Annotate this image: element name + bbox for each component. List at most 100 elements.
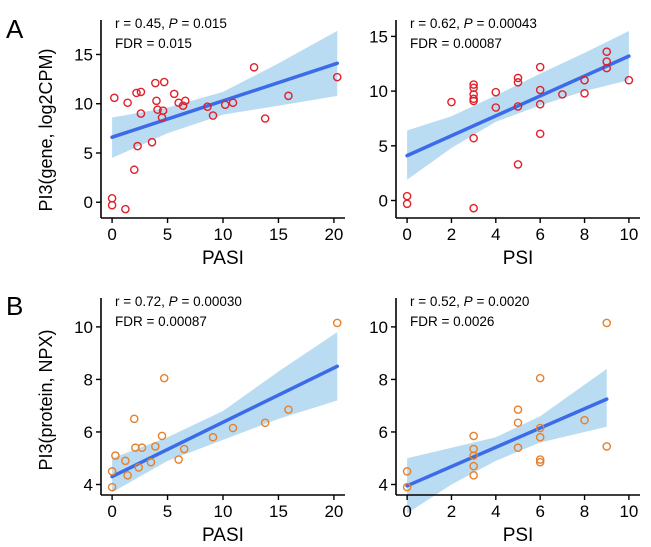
- data-point: [284, 405, 293, 414]
- confidence-band: [112, 30, 338, 158]
- y-tick-label: 8: [379, 370, 388, 389]
- y-tick-label: 0: [379, 191, 388, 210]
- data-point: [469, 96, 478, 106]
- data-point: [203, 102, 212, 111]
- data-point: [151, 78, 160, 88]
- x-tick-label: 15: [269, 225, 288, 244]
- row-b-ylabel: PI3(protein, NPX): [36, 329, 56, 470]
- data-point: [136, 87, 146, 97]
- data-point: [602, 63, 612, 73]
- data-point: [535, 432, 545, 442]
- data-point: [179, 444, 189, 454]
- stat-r: r = 0.72,: [115, 294, 169, 309]
- data-point: [535, 455, 545, 464]
- data-point: [228, 98, 238, 108]
- data-point: [580, 75, 589, 85]
- data-point: [169, 89, 179, 99]
- chart-4: 0 2 4 6 8 10 4 6 8 10 PSI r = 0.52, P = 0.0020 FDR =…: [369, 294, 640, 546]
- data-point: [513, 160, 523, 169]
- data-point: [535, 457, 545, 467]
- data-point: [513, 418, 523, 428]
- fit-line: [110, 61, 339, 139]
- data-point: [151, 442, 160, 451]
- x-tick-label: 5: [163, 225, 172, 244]
- data-point: [134, 463, 144, 472]
- y-tick-label: 15: [369, 27, 388, 46]
- x-tick-label: 10: [214, 502, 233, 521]
- y-tick-label: 6: [84, 423, 93, 442]
- stat-p: = 0.00043: [473, 16, 537, 31]
- data-point: [284, 91, 293, 101]
- data-point: [580, 88, 589, 98]
- x-tick-label: 2: [447, 225, 456, 244]
- data-point: [152, 96, 161, 106]
- fit-line: [405, 397, 609, 488]
- stat-fdr: FDR = 0.00087: [115, 314, 207, 329]
- y-tick-label: 5: [84, 144, 93, 163]
- data-point: [469, 461, 478, 471]
- row-a-ylabel: PI3(gene, log2CPM): [36, 48, 56, 211]
- data-point: [111, 451, 120, 460]
- x-tick-label: 20: [324, 502, 343, 521]
- y-tick-label: 10: [74, 318, 93, 337]
- data-point: [602, 442, 612, 451]
- data-point: [178, 101, 188, 111]
- data-point: [602, 47, 612, 57]
- x-tick-label: 4: [491, 502, 500, 521]
- data-point: [469, 80, 478, 89]
- data-point: [107, 200, 117, 210]
- y-tick-label: 15: [74, 45, 93, 64]
- chart-3: 0 5 10 15 20 4 6 8 10 PASI r = 0.72, P = 0.00030 FD…: [74, 294, 345, 546]
- data-point: [535, 129, 545, 139]
- y-tick-label: 8: [84, 370, 93, 389]
- panel-label-b: B: [6, 291, 23, 321]
- x-axis-label: PASI: [202, 248, 244, 269]
- data-point: [123, 470, 132, 480]
- x-tick-label: 6: [535, 502, 544, 521]
- data-point: [146, 457, 156, 467]
- y-tick-label: 0: [84, 193, 93, 212]
- fit-line: [405, 54, 631, 158]
- stat-r: r = 0.52,: [410, 294, 464, 309]
- stats-annotation: r = 0.62, P = 0.00043: [410, 16, 537, 31]
- panel-label-a: A: [6, 14, 24, 44]
- data-point: [228, 423, 238, 433]
- stat-fdr: FDR = 0.015: [115, 36, 192, 51]
- data-point: [107, 193, 117, 203]
- data-point: [402, 482, 412, 492]
- stat-fdr: FDR = 0.00087: [410, 36, 502, 51]
- x-tick-label: 10: [214, 225, 233, 244]
- data-point: [491, 87, 501, 97]
- stats-annotation: r = 0.72, P = 0.00030: [115, 294, 242, 309]
- data-point: [208, 432, 218, 442]
- stat-r: r = 0.45,: [115, 16, 169, 31]
- y-tick-label: 10: [74, 95, 93, 114]
- data-point: [133, 141, 142, 151]
- data-point: [491, 103, 501, 112]
- confidence-band: [112, 332, 338, 493]
- data-point: [260, 418, 270, 428]
- stat-p-label: P: [169, 16, 178, 31]
- data-point: [123, 98, 132, 108]
- data-point: [107, 482, 117, 492]
- data-point: [535, 373, 545, 383]
- stat-p-label: P: [464, 294, 473, 309]
- x-tick-label: 6: [535, 225, 544, 244]
- data-point: [260, 114, 270, 123]
- data-point: [513, 102, 523, 111]
- data-point: [132, 88, 141, 98]
- stat-p-label: P: [464, 16, 473, 31]
- data-point: [147, 137, 157, 147]
- data-point: [513, 443, 523, 453]
- x-axis-label: PSI: [503, 525, 534, 546]
- x-tick-label: 5: [163, 502, 172, 521]
- y-tick-label: 4: [379, 475, 388, 494]
- data-point: [332, 318, 342, 328]
- y-tick-label: 6: [379, 423, 388, 442]
- x-tick-label: 8: [580, 225, 589, 244]
- data-point: [159, 373, 169, 383]
- data-point: [535, 85, 545, 95]
- stat-p: = 0.0020: [473, 294, 530, 309]
- data-point: [157, 431, 167, 441]
